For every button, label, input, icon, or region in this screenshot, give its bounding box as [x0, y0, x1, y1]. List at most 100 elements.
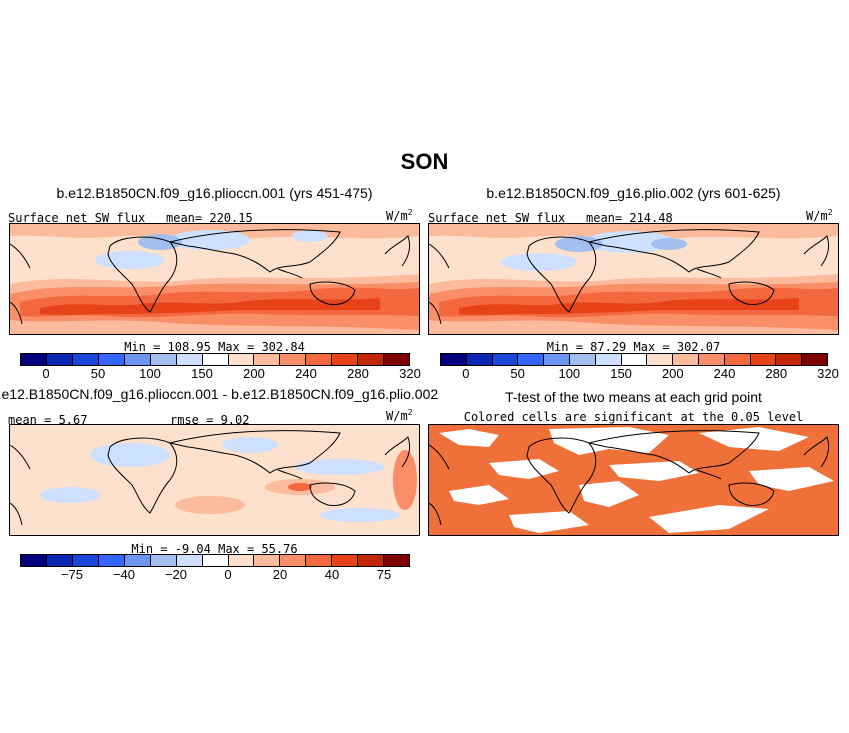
colorbar-cell — [98, 555, 125, 566]
colorbar-cell — [544, 354, 570, 365]
colorbar-cell — [384, 555, 410, 566]
colorbar-cell — [21, 354, 47, 365]
figure-title: SON — [400, 149, 449, 174]
colorbar-cell — [384, 354, 410, 365]
colorbar-cell — [280, 354, 307, 365]
low-flux-region — [292, 230, 328, 242]
panel-4-map-svg — [429, 425, 838, 535]
colorbar-cell — [332, 354, 359, 365]
panel-1-colorbar — [20, 353, 410, 366]
negative-diff-region — [320, 508, 400, 522]
colorbar-tick-label: 200 — [661, 366, 684, 381]
colorbar-tick-label: 0 — [224, 567, 232, 582]
colorbar-cell — [595, 354, 622, 365]
low-flux-region — [501, 253, 577, 271]
colorbar-cell — [46, 555, 73, 566]
panel-4-subtitle: Colored cells are significant at the 0.0… — [463, 410, 804, 424]
negative-diff-region — [90, 443, 170, 467]
colorbar-cell — [46, 354, 73, 365]
not-significant-region — [649, 505, 769, 533]
panel-3-stats: Min = -9.04 Max = 55.76 — [131, 542, 298, 556]
colorbar-cell — [492, 354, 519, 365]
peak-diff-region — [288, 483, 312, 491]
panel-2-colorbar-ticks: 0 50 100 150 200 240 280 320 — [440, 366, 839, 384]
panel-1-variable-label: Surface net SW flux — [8, 211, 146, 225]
not-significant-region — [449, 485, 509, 505]
colorbar-cell — [621, 354, 648, 365]
low-flux-region — [138, 234, 182, 250]
colorbar-tick-label: −75 — [60, 567, 84, 582]
panel-2-units: W/m2 — [806, 208, 833, 223]
colorbar-cell — [150, 555, 177, 566]
colorbar-cell — [280, 555, 307, 566]
colorbar-tick-label: 0 — [42, 366, 50, 381]
panel-1-units: W/m2 — [386, 208, 413, 223]
colorbar-tick-label: 100 — [558, 366, 581, 381]
panel-2-map — [428, 223, 839, 335]
not-significant-region — [749, 467, 834, 491]
colorbar-cell — [441, 354, 467, 365]
panel-2-colorbar — [440, 353, 828, 366]
colorbar-tick-label: 150 — [610, 366, 632, 381]
colorbar-tick-label: 240 — [295, 366, 317, 381]
colorbar-cell — [332, 555, 359, 566]
panel-3-colorbar-ticks: −75 −40 −20 0 20 40 75 — [20, 567, 410, 585]
colorbar-cell — [698, 354, 725, 365]
panel-4-title: T-test of the two means at each grid poi… — [505, 389, 762, 405]
colorbar-tick-label: 20 — [272, 567, 288, 582]
negative-diff-region — [40, 487, 100, 503]
negative-diff-region — [222, 437, 278, 453]
colorbar-tick-label: 280 — [765, 366, 788, 381]
not-significant-region — [579, 481, 639, 507]
colorbar-tick-label: 200 — [243, 366, 265, 381]
colorbar-cell — [124, 354, 151, 365]
colorbar-cell — [358, 354, 385, 365]
colorbar-cell — [228, 555, 255, 566]
panel-1-mean-label: mean= 220.15 — [166, 211, 253, 225]
colorbar-cell — [724, 354, 751, 365]
not-significant-region — [439, 429, 499, 447]
colorbar-cell — [802, 354, 827, 365]
colorbar-cell — [466, 354, 493, 365]
coastlines — [10, 430, 411, 526]
colorbar-cell — [176, 555, 203, 566]
panel-1-title: b.e12.B1850CN.f09_g16.plioccn.001 (yrs 4… — [56, 185, 373, 201]
positive-diff-region — [393, 450, 417, 510]
panel-3-map — [9, 424, 420, 536]
panel-1-stats: Min = 108.95 Max = 302.84 — [124, 340, 305, 354]
coastlines — [429, 430, 830, 526]
colorbar-cell — [306, 555, 333, 566]
colorbar-cell — [72, 354, 99, 365]
low-flux-region — [555, 236, 603, 252]
colorbar-cell — [776, 354, 803, 365]
colorbar-tick-label: 50 — [90, 366, 106, 381]
colorbar-cell — [124, 555, 151, 566]
low-flux-region — [651, 238, 687, 250]
panel-2-map-svg — [429, 224, 838, 334]
colorbar-cell — [750, 354, 777, 365]
panel-3-rmse-label: rmse = 9.02 — [170, 413, 250, 427]
colorbar-cell — [72, 555, 99, 566]
colorbar-cell — [673, 354, 699, 365]
colorbar-cell — [647, 354, 674, 365]
panel-1-map — [9, 223, 420, 335]
colorbar-cell — [202, 354, 229, 365]
low-flux-region — [170, 230, 250, 250]
colorbar-cell — [518, 354, 545, 365]
colorbar-cell — [176, 354, 203, 365]
colorbar-tick-label: 40 — [324, 567, 340, 582]
panel-3-title: b.e12.B1850CN.f09_g16.plioccn.001 - b.e1… — [0, 386, 439, 402]
low-flux-region — [584, 231, 674, 253]
coastlines — [10, 229, 411, 325]
colorbar-tick-label: 75 — [376, 567, 392, 582]
colorbar-tick-label: 150 — [191, 366, 213, 381]
low-flux-region — [95, 251, 165, 269]
panel-2-mean-label: mean= 214.48 — [586, 211, 673, 225]
colorbar-cell — [358, 555, 385, 566]
colorbar-tick-label: 280 — [347, 366, 369, 381]
panel-2-variable-label: Surface net SW flux — [428, 211, 566, 225]
colorbar-cell — [254, 354, 281, 365]
colorbar-tick-label: 50 — [510, 366, 525, 381]
colorbar-cell — [569, 354, 596, 365]
panel-2-stats: Min = 87.29 Max = 302.07 — [546, 340, 721, 354]
